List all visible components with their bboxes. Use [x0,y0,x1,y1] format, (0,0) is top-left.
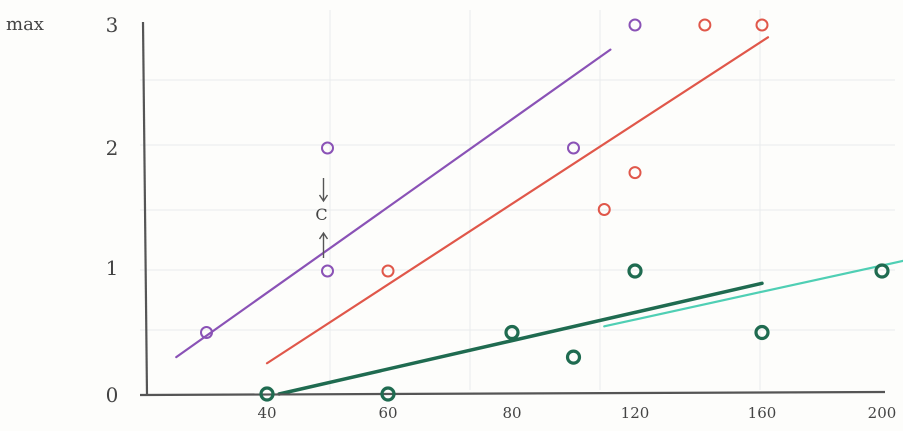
dark_green-point [565,349,582,365]
light_teal-fit-line [603,259,903,328]
data-points [200,18,890,402]
dark_green-point [259,386,275,402]
arrow-up-icon [318,231,329,258]
x-tick-label: 120 [621,404,650,422]
purple-point [567,141,580,155]
purple-point [321,141,334,155]
x-tick-label: 160 [748,404,777,422]
dark_green-fit-line [277,281,764,396]
red-point [597,203,611,216]
dark_green-point [627,263,643,279]
x-tick-label: 60 [378,404,397,422]
fit-lines [175,36,903,396]
annotations: C [315,178,329,258]
arrow-down-icon [318,178,329,203]
axes [139,21,886,397]
y-tick-label: 2 [106,136,119,160]
x-tick-label: 40 [257,404,276,422]
red-point [381,264,395,278]
red-point [755,18,769,32]
purple-fit-line [175,48,612,359]
dark_green-point [504,324,520,341]
x-tick-label: 200 [868,404,897,422]
red-fit-line [265,36,770,365]
purple-point [321,264,334,278]
y-tick-label: 1 [106,256,119,280]
dark_green-point [754,324,770,341]
purple-point [200,326,213,339]
tick-labels: 0 1 2 3 40 60 80 120 160 200 [106,13,897,422]
purple-point [628,18,642,32]
y-axis-line [141,21,149,396]
dark_green-point [874,263,890,279]
y-tick-label: 0 [106,383,119,407]
annotation-label: C [315,205,327,224]
x-tick-label: 80 [502,404,521,422]
dark_green-point [380,386,396,402]
y-tick-label: 3 [106,13,119,37]
red-point [698,18,712,32]
x-axis-line [139,390,886,397]
red-point [628,166,642,180]
y-axis-label: max [6,14,44,35]
